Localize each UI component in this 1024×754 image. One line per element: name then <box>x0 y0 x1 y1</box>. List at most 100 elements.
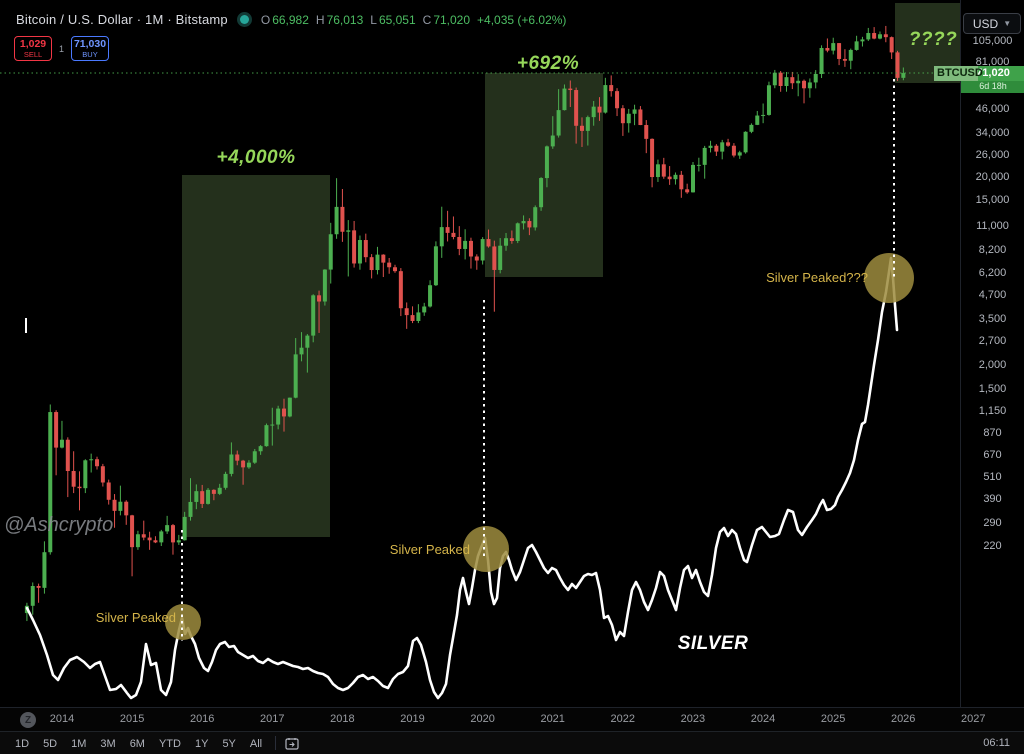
candle-body <box>188 501 193 517</box>
price-tick-label: 2,000 <box>978 359 1007 372</box>
breakout-box[interactable] <box>182 175 330 537</box>
year-tick-label[interactable]: 2021 <box>540 713 565 725</box>
candle-body <box>235 454 240 461</box>
candle-body <box>842 58 847 61</box>
candle-body <box>673 174 678 180</box>
price-tick-label: 8,200 <box>978 243 1007 256</box>
range-button-1y[interactable]: 1Y <box>194 738 209 750</box>
candle-body <box>655 164 660 178</box>
price-scale[interactable]: USD ▼ 71,020 6d 18h 105,000 81,000 46,000 3… <box>960 0 1024 707</box>
year-tick-label[interactable]: 2025 <box>820 713 846 725</box>
open-label: O <box>260 12 271 27</box>
year-tick-label[interactable]: 2017 <box>260 713 285 725</box>
range-button-5y[interactable]: 5Y <box>222 738 236 750</box>
close-value: 71,020 <box>433 12 471 27</box>
candle-body <box>252 451 257 463</box>
year-tick-label[interactable]: 2026 <box>890 713 916 725</box>
logo-z-icon[interactable]: Z <box>20 712 36 728</box>
market-status-icon[interactable] <box>239 15 249 24</box>
bar-countdown: 6d 18h <box>961 81 1024 94</box>
candle-body <box>883 34 888 38</box>
range-button-6m[interactable]: 6M <box>129 738 145 750</box>
candle-body <box>772 72 777 86</box>
range-button-3m[interactable]: 3M <box>100 738 116 750</box>
candle-body <box>387 262 392 268</box>
candle-body <box>778 72 783 86</box>
go-to-date-icon[interactable] <box>282 735 302 751</box>
candle-body <box>685 189 690 193</box>
candle-body <box>223 473 228 488</box>
candle-body <box>784 77 789 86</box>
time-scale[interactable]: Z 2014 2015 2016 2017 2018 2019 2020 2021 2022 20… <box>0 707 1024 731</box>
candle-body <box>42 552 47 588</box>
candle-body <box>141 534 146 538</box>
candle-body <box>118 501 123 511</box>
candle-body <box>620 108 625 124</box>
candle-body <box>609 85 614 92</box>
candle-body <box>504 238 509 246</box>
year-tick-label[interactable]: 2022 <box>610 713 636 725</box>
candle-body <box>159 531 164 543</box>
change-value: +4,035 (+6.02%) <box>477 12 567 27</box>
price-tick-label: 34,000 <box>975 127 1010 140</box>
price-chart-canvas[interactable] <box>0 0 960 707</box>
toolbar-divider <box>275 736 277 750</box>
range-button-1m[interactable]: 1M <box>71 738 87 750</box>
price-tick-label: 15,000 <box>975 194 1010 207</box>
chart-pane[interactable]: +4,000% +692% ???? SILVER @Ashcrypto Sil… <box>0 0 960 707</box>
price-tick-label: 81,000 <box>975 56 1010 69</box>
candle-body <box>521 221 526 224</box>
currency-dropdown[interactable]: USD ▼ <box>963 13 1021 34</box>
candle-body <box>766 85 771 115</box>
range-button-ytd[interactable]: YTD <box>158 738 181 750</box>
silver-peak-circle <box>463 526 509 572</box>
candle-body <box>790 77 795 84</box>
buy-button[interactable]: 71,030 BUY <box>71 36 110 61</box>
candle-body <box>603 85 608 113</box>
clock[interactable]: 06:11 <box>983 737 1010 749</box>
year-tick-label[interactable]: 2019 <box>400 713 425 725</box>
buy-price: 71,030 <box>73 38 107 50</box>
range-button-5d[interactable]: 5D <box>43 738 58 750</box>
breakout-box[interactable] <box>485 73 603 277</box>
candle-body <box>194 491 199 502</box>
year-tick-label[interactable]: 2014 <box>49 713 75 725</box>
sell-button[interactable]: 1,029 SELL <box>14 36 52 61</box>
gain-annotation-question: ???? <box>908 29 958 50</box>
year-tick-label[interactable]: 2024 <box>750 713 776 725</box>
year-tick-label[interactable]: 2015 <box>119 713 145 725</box>
watermark: @Ashcrypto <box>4 514 114 536</box>
gain-annotation-4000: +4,000% <box>216 147 296 168</box>
candle-body <box>200 491 205 504</box>
year-tick-label[interactable]: 2027 <box>961 713 986 725</box>
candle-body <box>749 124 754 132</box>
candle-body <box>393 267 398 272</box>
candle-body <box>492 246 497 270</box>
symbol-title[interactable]: Bitcoin / U.S. Dollar · 1M · Bitstamp <box>16 12 228 27</box>
symbol-price-tag: BTCUSD <box>934 66 983 82</box>
candle-body <box>480 239 485 261</box>
range-button-1d[interactable]: 1D <box>15 738 30 750</box>
year-tick-label[interactable]: 2020 <box>470 713 495 725</box>
candle-body <box>854 41 859 50</box>
trade-buttons: 1,029 SELL 1 71,030 BUY <box>14 36 110 61</box>
year-tick-label[interactable]: 2016 <box>189 713 215 725</box>
year-tick-label[interactable]: 2018 <box>330 713 355 725</box>
range-button-all[interactable]: All <box>249 738 263 750</box>
candle-body <box>276 408 281 425</box>
candle-body <box>71 471 76 487</box>
candle-body <box>410 315 415 321</box>
candle-body <box>708 145 713 148</box>
candle-body <box>281 408 286 417</box>
candle-body <box>591 106 596 118</box>
candle-body <box>796 80 801 84</box>
candle-body <box>831 43 836 51</box>
year-tick-label[interactable]: 2023 <box>680 713 706 725</box>
candle-body <box>667 176 672 180</box>
candle-body <box>147 537 152 541</box>
candle-body <box>813 73 818 83</box>
gain-annotation-692: +692% <box>516 53 580 74</box>
price-tick-label: 3,500 <box>978 313 1007 326</box>
